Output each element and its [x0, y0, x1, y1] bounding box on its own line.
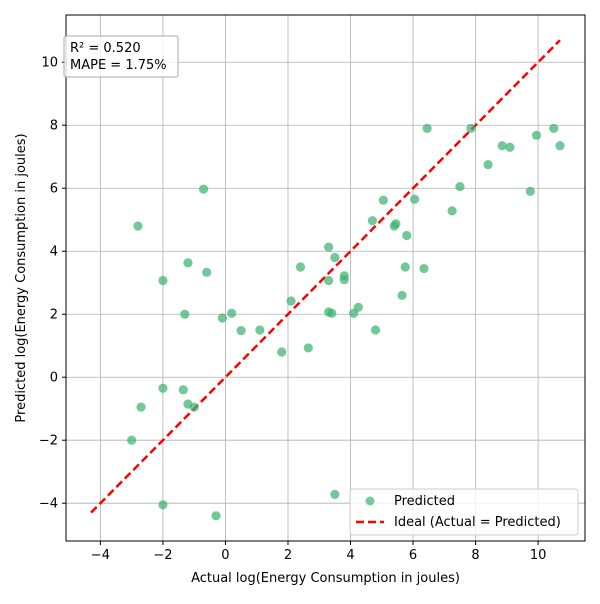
x-tick-label: 4: [346, 548, 354, 563]
y-tick-label: 4: [50, 245, 58, 260]
data-point: [158, 500, 168, 510]
legend-box: [349, 488, 579, 536]
data-point: [236, 326, 246, 336]
data-point: [422, 123, 432, 133]
data-point: [158, 275, 168, 286]
data-point: [202, 267, 212, 277]
legend: Predicted Ideal (Actual = Predicted): [349, 488, 579, 536]
data-point: [397, 290, 407, 300]
y-tick-label: 6: [50, 182, 58, 197]
data-point: [198, 184, 209, 194]
y-tick-label: 2: [50, 308, 58, 323]
x-tick-label: −2: [153, 548, 172, 563]
data-point: [402, 230, 412, 241]
plot-frame: [65, 14, 586, 542]
data-point: [483, 160, 493, 170]
data-point: [286, 296, 296, 306]
data-point: [183, 258, 193, 268]
y-tick-label: 8: [50, 119, 58, 134]
x-tick-label: 0: [221, 548, 229, 563]
r-squared-text: R² = 0.520: [70, 41, 141, 56]
data-point: [378, 195, 388, 205]
y-tick-label: 10: [41, 56, 58, 71]
data-point: [447, 206, 457, 216]
data-point: [410, 194, 420, 204]
data-point: [227, 308, 237, 318]
data-point: [367, 216, 377, 226]
data-point: [255, 325, 265, 335]
x-tick-label: 6: [409, 548, 417, 563]
y-axis-label: Predicted log(Energy Consumption in joul…: [14, 133, 29, 422]
data-point: [277, 347, 287, 357]
legend-label-predicted: Predicted: [394, 494, 455, 509]
data-point: [525, 186, 535, 196]
data-point: [330, 252, 340, 263]
mape-text: MAPE = 1.75%: [70, 58, 167, 73]
metrics-annotation: R² = 0.520 MAPE = 1.75%: [63, 35, 179, 78]
data-point: [324, 242, 334, 252]
x-axis-label: Actual log(Energy Consumption in joules): [191, 571, 460, 586]
data-point: [419, 263, 429, 274]
data-points: [127, 123, 565, 521]
data-point: [497, 141, 507, 151]
data-point: [455, 182, 465, 192]
data-point: [327, 308, 337, 318]
data-point: [178, 385, 188, 395]
data-point: [127, 435, 137, 445]
data-point: [211, 511, 221, 521]
data-point: [136, 402, 146, 412]
x-tick-label: 2: [284, 548, 292, 563]
metrics-box: [63, 35, 179, 78]
x-tick-label: 10: [530, 548, 547, 563]
data-point: [353, 302, 363, 312]
x-axis-ticks: −4 −2 0 2 4 6 8 10: [91, 541, 547, 563]
data-point: [158, 383, 168, 393]
data-point: [339, 274, 349, 285]
y-axis-ticks: −4 −2 0 2 4 6 8 10: [39, 56, 66, 512]
x-tick-label: 8: [471, 548, 479, 563]
y-tick-label: −2: [39, 434, 58, 449]
data-point: [295, 262, 306, 272]
data-point: [189, 402, 199, 412]
data-point: [466, 123, 476, 133]
data-point: [505, 142, 515, 152]
y-tick-label: −4: [39, 497, 58, 512]
grid-lines: [66, 15, 585, 541]
data-point: [370, 325, 381, 335]
x-tick-label: −4: [91, 548, 110, 563]
legend-marker-predicted: [365, 496, 375, 506]
data-point: [324, 275, 334, 286]
ideal-line: [90, 39, 561, 514]
data-point: [391, 219, 401, 229]
ideal-line-layer: [90, 39, 561, 514]
data-point: [217, 313, 227, 323]
data-point: [303, 343, 313, 353]
data-point: [180, 309, 190, 319]
data-point: [133, 221, 143, 231]
y-tick-label: 0: [50, 371, 58, 386]
data-point: [555, 141, 565, 151]
legend-label-ideal: Ideal (Actual = Predicted): [394, 515, 561, 530]
data-point: [531, 130, 542, 140]
data-point: [400, 262, 410, 272]
data-point: [330, 489, 340, 499]
data-point: [549, 123, 559, 133]
